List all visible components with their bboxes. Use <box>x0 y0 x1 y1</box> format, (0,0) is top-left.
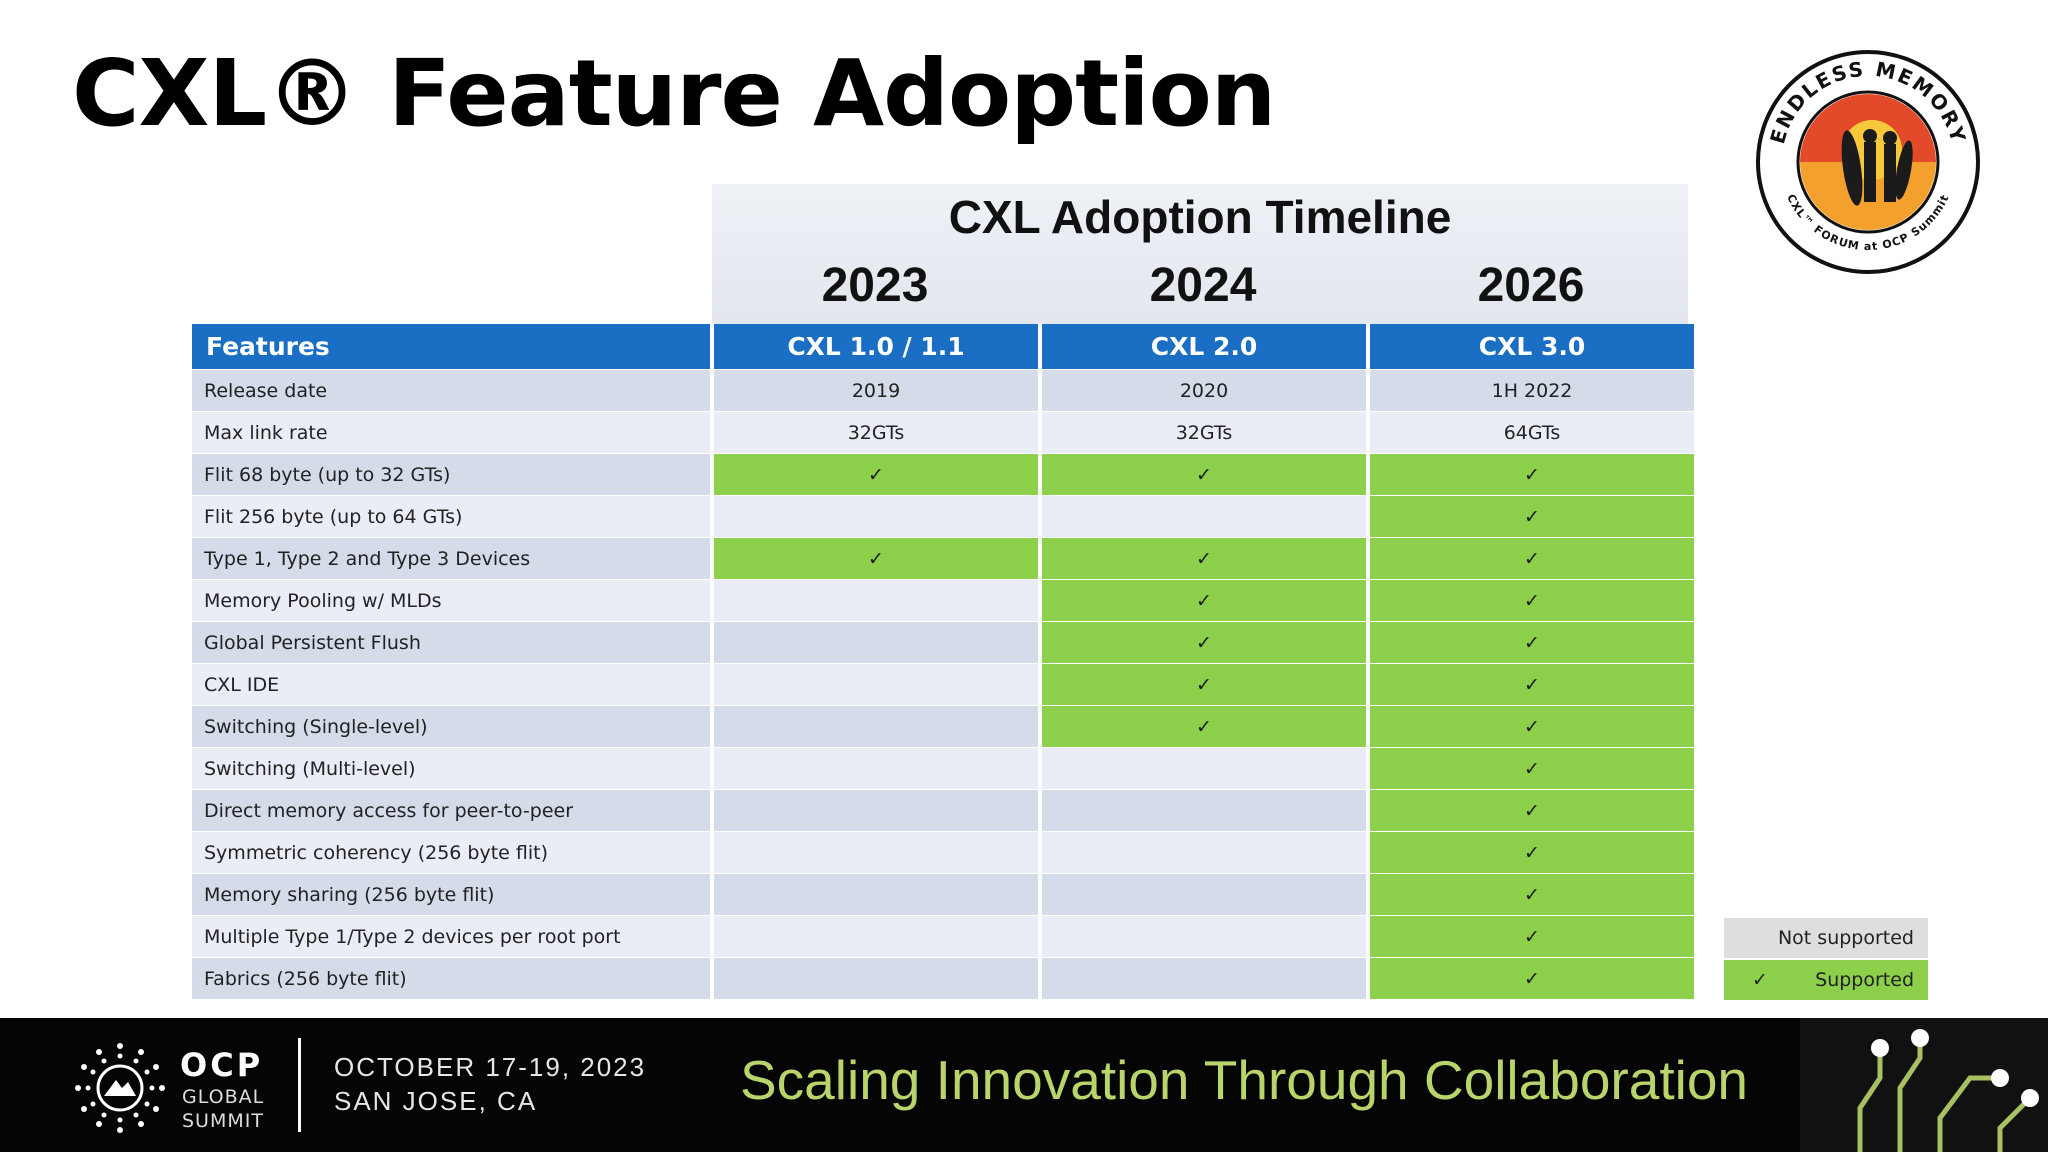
table-cell <box>1042 874 1366 916</box>
table-cell <box>714 706 1038 748</box>
table-cell: 32GTs <box>714 412 1038 454</box>
feature-label: Switching (Single-level) <box>192 706 710 748</box>
check-icon: ✓ <box>1042 706 1366 748</box>
table-cell <box>714 958 1038 1000</box>
ocp-sub-summit: SUMMIT <box>182 1110 264 1132</box>
footer-bar: OCP GLOBAL SUMMIT OCTOBER 17-19, 2023 SA… <box>0 1018 2048 1152</box>
table-cell: 2020 <box>1042 370 1366 412</box>
header-cxl-2: CXL 2.0 <box>1042 324 1366 370</box>
check-icon: ✓ <box>1370 496 1694 538</box>
check-icon: ✓ <box>1042 454 1366 496</box>
table-cell <box>714 580 1038 622</box>
feature-label: Flit 68 byte (up to 32 GTs) <box>192 454 710 496</box>
table-cell <box>1042 958 1366 1000</box>
table-cell <box>1042 916 1366 958</box>
check-icon: ✓ <box>1042 580 1366 622</box>
table-cell <box>714 664 1038 706</box>
feature-label: CXL IDE <box>192 664 710 706</box>
check-icon: ✓ <box>1370 790 1694 832</box>
check-icon: ✓ <box>1370 958 1694 1000</box>
feature-label: Direct memory access for peer-to-peer <box>192 790 710 832</box>
feature-label: Max link rate <box>192 412 710 454</box>
timeline-title: CXL Adoption Timeline <box>948 191 1452 243</box>
timeline-panel <box>712 184 1688 324</box>
ocp-sub-global: GLOBAL <box>182 1086 265 1108</box>
check-icon: ✓ <box>1370 580 1694 622</box>
table-cell <box>714 622 1038 664</box>
header-cxl-1: CXL 1.0 / 1.1 <box>714 324 1038 370</box>
table-cell: 1H 2022 <box>1370 370 1694 412</box>
check-icon: ✓ <box>714 454 1038 496</box>
feature-label: Flit 256 byte (up to 64 GTs) <box>192 496 710 538</box>
header-cxl-3: CXL 3.0 <box>1370 324 1694 370</box>
feature-label: Memory sharing (256 byte flit) <box>192 874 710 916</box>
check-icon: ✓ <box>1042 664 1366 706</box>
legend-not-supported: Not supported <box>1724 918 1928 958</box>
table-cell <box>1042 790 1366 832</box>
table-cell <box>714 790 1038 832</box>
table-cell: 32GTs <box>1042 412 1366 454</box>
feature-label: Type 1, Type 2 and Type 3 Devices <box>192 538 710 580</box>
table-cell <box>1042 748 1366 790</box>
footer-divider <box>298 1038 301 1132</box>
feature-label: Symmetric coherency (256 byte flit) <box>192 832 710 874</box>
check-icon: ✓ <box>1042 622 1366 664</box>
circuit-decoration-icon <box>1800 1018 2048 1152</box>
feature-label: Global Persistent Flush <box>192 622 710 664</box>
check-icon: ✓ <box>714 538 1038 580</box>
check-icon: ✓ <box>1370 748 1694 790</box>
table-cell <box>714 916 1038 958</box>
table-cell <box>714 874 1038 916</box>
check-icon: ✓ <box>1370 538 1694 580</box>
table-cell: 64GTs <box>1370 412 1694 454</box>
check-icon: ✓ <box>1042 538 1366 580</box>
legend-supported: ✓ Supported <box>1724 960 1928 1000</box>
feature-label: Multiple Type 1/Type 2 devices per root … <box>192 916 710 958</box>
table-cell <box>714 832 1038 874</box>
feature-label: Release date <box>192 370 710 412</box>
endless-memory-logo: ENDLESS MEMORY CXL™ FORUM at OCP Summit <box>1756 50 1980 274</box>
feature-label: Memory Pooling w/ MLDs <box>192 580 710 622</box>
check-icon: ✓ <box>1370 832 1694 874</box>
ocp-name: OCP <box>180 1046 264 1084</box>
event-location: SAN JOSE, CA <box>334 1086 538 1116</box>
check-icon: ✓ <box>1370 916 1694 958</box>
year-label: 2026 <box>1477 259 1585 312</box>
check-icon: ✓ <box>1370 874 1694 916</box>
header-features: Features <box>192 324 710 370</box>
feature-table: Features CXL 1.0 / 1.1 CXL 2.0 CXL 3.0 R… <box>192 324 1694 1000</box>
check-icon: ✓ <box>1370 622 1694 664</box>
table-cell <box>714 496 1038 538</box>
slide-title: CXL® Feature Adoption <box>72 40 1276 147</box>
feature-label: Fabrics (256 byte flit) <box>192 958 710 1000</box>
year-label: 2023 <box>821 259 929 312</box>
event-date: OCTOBER 17-19, 2023 <box>334 1052 647 1082</box>
table-cell <box>1042 496 1366 538</box>
table-cell <box>714 748 1038 790</box>
footer-tagline: Scaling Innovation Through Collaboration <box>740 1049 1748 1111</box>
year-label: 2024 <box>1149 259 1257 312</box>
check-icon: ✓ <box>1370 706 1694 748</box>
check-icon: ✓ <box>1370 454 1694 496</box>
table-cell: 2019 <box>714 370 1038 412</box>
ocp-logo-icon <box>75 1043 165 1133</box>
check-icon: ✓ <box>1370 664 1694 706</box>
table-cell <box>1042 832 1366 874</box>
legend-check-icon: ✓ <box>1752 969 1768 991</box>
feature-label: Switching (Multi-level) <box>192 748 710 790</box>
legend-supported-label: Supported <box>1815 969 1914 991</box>
